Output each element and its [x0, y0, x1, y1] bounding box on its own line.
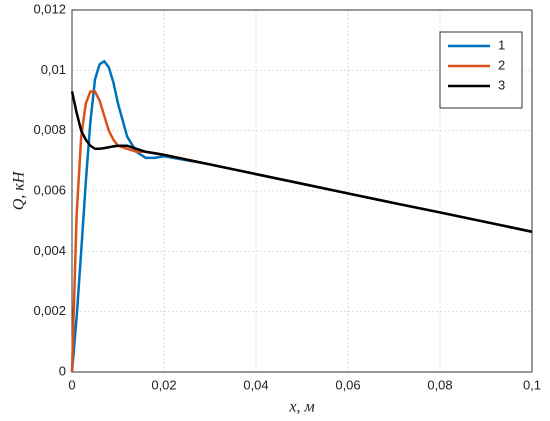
- legend-box: [439, 31, 523, 109]
- legend-label: 3: [498, 77, 505, 92]
- y-tick-label: 0,008: [33, 122, 66, 137]
- y-tick-label: 0,006: [33, 182, 66, 197]
- y-tick-label: 0,012: [33, 1, 66, 16]
- x-tick-label: 0,08: [427, 377, 452, 392]
- data-line: [70, 91, 533, 233]
- x-tick-label: 0,02: [151, 377, 176, 392]
- x-tick-label: 0: [68, 377, 75, 392]
- x-tick-label: 0,06: [335, 377, 360, 392]
- x-axis-label: x, м: [288, 399, 314, 416]
- y-axis-label: Q, кН: [11, 170, 28, 210]
- legend-label: 1: [498, 37, 505, 52]
- plot-frame: [71, 9, 533, 373]
- data-line: [70, 90, 533, 373]
- legend-label: 2: [498, 57, 505, 72]
- y-tick-label: 0: [59, 363, 66, 378]
- x-tick-label: 0,04: [243, 377, 268, 392]
- y-tick-label: 0,01: [41, 62, 66, 77]
- x-tick-label: 0,1: [523, 377, 541, 392]
- y-tick-label: 0,002: [33, 303, 66, 318]
- y-tick-label: 0,004: [33, 243, 66, 258]
